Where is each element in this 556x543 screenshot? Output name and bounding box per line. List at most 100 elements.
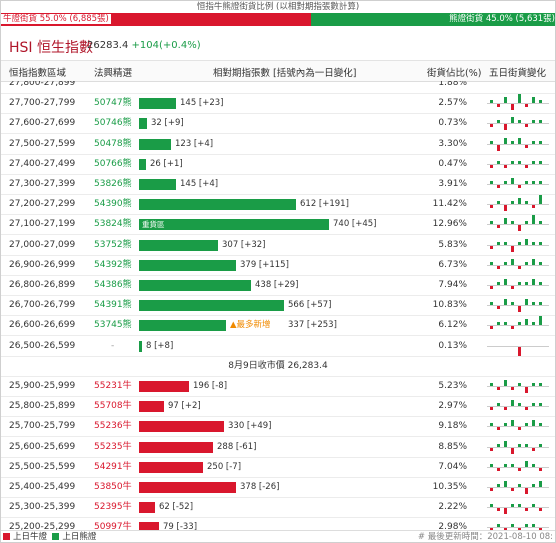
row-code-link[interactable]: 54386熊 [94,280,132,290]
row-code-link[interactable]: 53850牛 [94,482,132,492]
sparkline-bar [490,140,493,144]
row-code-link[interactable]: 53745熊 [94,320,132,331]
row-code-link[interactable]: 50766熊 [94,158,132,169]
table-row[interactable]: 27,400-27,499 50766熊 26 [+1] 0.47% [1,154,555,175]
sparkline-bar [532,524,535,528]
sparkline-bar [511,286,514,289]
row-range: 26,600-26,699 [9,320,76,331]
table-row[interactable]: 27,600-27,699 50746熊 32 [+9] 0.73% [1,113,555,135]
table-row[interactable]: 27,000-27,099 53752熊 307 [+32] 5.83% [1,235,555,256]
footer: 上日牛證 上日熊證 # 最後更新時間：2021-08-10 08: [1,530,555,542]
sparkline-bar [497,104,500,108]
row-pct: 2.57% [438,98,467,109]
row-code-link[interactable]: 54390熊 [94,199,132,210]
table-row[interactable]: 27,200-27,299 54390熊 612 [+191] 11.42% [1,194,555,216]
sparkline-bar [518,120,521,124]
row-range: 26,900-26,999 [9,259,76,270]
table-row[interactable]: 27,500-27,599 50478熊 123 [+4] 3.30% [1,134,555,155]
sparkline-bar [504,164,507,168]
sparkline-bar [518,427,521,431]
table-row[interactable]: 26,900-26,999 54392熊 379 [+115] 6.73% [1,255,555,276]
contracts-value: 330 [+49] [228,421,272,432]
contracts-bar [139,401,164,413]
table-row[interactable]: 25,600-25,699 55235牛 288 [-61] 8.85% [1,437,555,458]
contracts-value: 123 [+4] [175,138,214,149]
sparkline-bar [504,481,507,487]
header-code: 法興精選 [94,68,133,79]
row-code-link[interactable]: 55231牛 [94,381,132,391]
sparkline-bar [518,265,521,269]
contracts-bar [139,259,236,271]
contracts-bar [139,300,284,312]
sparkline-bar [504,299,507,306]
sparkline-bar [504,423,507,427]
contracts-bar [139,118,147,130]
row-code-link[interactable]: 50746熊 [94,118,132,129]
sparkline-bar [539,423,542,427]
row-code-link[interactable]: 53824熊 [94,219,132,230]
row-code-link[interactable]: 53826熊 [94,179,132,189]
table-row[interactable]: 27,100-27,199 53824熊 重貨區 740 [+45] 12.96% [1,214,555,236]
sparkline-bar [504,440,507,447]
row-code-link[interactable]: 55235牛 [94,441,132,452]
table-row[interactable]: 26,600-26,699 53745熊 ▲最多新增 337 [+253] 6.12% [1,315,555,337]
table-row[interactable]: 25,900-25,999 55231牛 196 [-8] 5.23% [1,376,555,397]
row-code-link[interactable]: 50747熊 [94,98,132,109]
row-code-link[interactable]: 50478熊 [94,138,132,149]
sparkline-bar [518,137,521,144]
sparkline-bar [539,282,542,285]
sparkline-bar [490,528,493,531]
row-code-link[interactable]: - [111,340,115,351]
row-code-link[interactable]: 55236牛 [94,421,132,432]
table-row[interactable]: 27,300-27,399 53826熊 145 [+4] 3.91% [1,174,555,195]
table-row[interactable]: 25,800-25,899 55708牛 97 [+2] 2.97% [1,396,555,418]
sparkline-bar [490,423,493,427]
table-row[interactable]: 26,700-26,799 54391熊 566 [+57] 10.83% [1,295,555,317]
sparkline-bar [497,443,500,447]
row-code-link[interactable]: 50997牛 [94,522,132,531]
table-row[interactable]: 25,700-25,799 55236牛 330 [+49] 9.18% [1,416,555,438]
contracts-bar [139,421,224,433]
sparkline-bar [518,185,521,188]
row-code-link[interactable]: 54391熊 [94,300,132,311]
table-row[interactable]: 25,200-25,299 50997牛 79 [-33] 2.98% [1,517,555,531]
contracts-bar [139,340,142,352]
table-row[interactable]: 27,700-27,799 50747熊 145 [+23] 2.57% [1,93,555,115]
row-code-link[interactable]: 52395牛 [94,502,132,513]
sparkline-bar [511,245,514,252]
row-code-link[interactable]: 53752熊 [94,239,132,250]
table-row[interactable]: 25,500-25,599 54291牛 250 [-7] 7.04% [1,457,555,478]
row-code-link[interactable]: 54291牛 [94,461,132,472]
five-day-sparkline [485,397,551,415]
bear-legend-swatch [52,533,60,540]
contracts-bar [139,522,159,531]
row-range: 25,900-25,999 [9,381,76,391]
sparkline-bar [525,104,528,108]
sparkline-bar [532,279,535,285]
table-row[interactable]: 25,300-25,399 52395牛 62 [-52] 2.22% [1,497,555,519]
sparkline-bar [511,201,514,205]
index-name: HSI 恒生指數 [9,40,93,56]
index-quote: 26283.4 +104(+0.4%) [87,40,201,51]
five-day-sparkline [485,215,551,233]
table-row[interactable]: 26,500-26,599 - 8 [+8] 0.13% [1,336,555,357]
table-row[interactable]: 25,400-25,499 53850牛 378 [-26] 10.35% [1,477,555,498]
sparkline-bar [497,225,500,229]
sparkline-bar [518,403,521,407]
row-code-link[interactable]: 55708牛 [94,401,132,412]
contracts-value: 307 [+32] [222,239,266,250]
sparkline-bar [511,420,514,427]
row-range: 27,600-27,699 [9,118,76,129]
sparkline-bar [497,387,500,390]
table-row[interactable]: 27,800-27,899 1.88% [1,81,555,94]
sparkline-bar [490,463,493,467]
table-row[interactable]: 26,800-26,899 54386熊 438 [+29] 7.94% [1,275,555,296]
five-day-sparkline [485,135,551,153]
row-range: 25,600-25,699 [9,441,76,452]
row-code-link[interactable]: 54392熊 [94,259,132,270]
sparkline-axis [487,406,549,408]
sparkline-bar [532,420,535,427]
sparkline-axis [487,285,549,286]
sparkline-axis [487,184,549,185]
sparkline-bar [511,524,514,528]
